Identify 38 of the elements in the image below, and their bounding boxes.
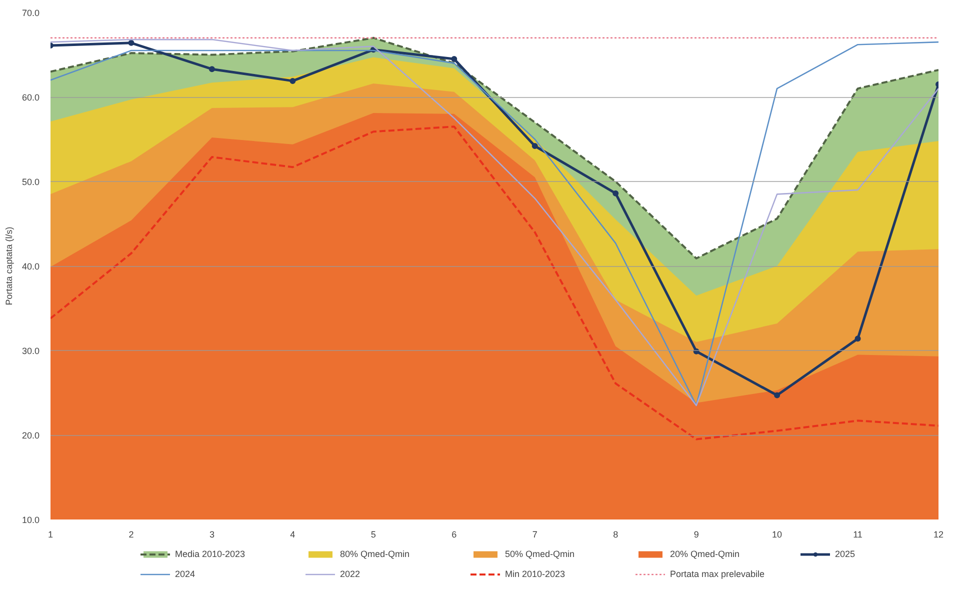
point [128,40,134,46]
x-tick-label: 8 [613,530,618,540]
legend-label: Min 2010-2023 [505,569,566,579]
legend-label: 2025 [835,549,856,559]
x-tick-label: 3 [209,530,214,540]
x-tick-label: 10 [772,530,782,540]
legend-label: Portata max prelevabile [670,569,766,579]
point [612,190,619,196]
y-tick-label: 40.0 [22,262,40,272]
y-tick-label: 30.0 [22,346,40,356]
y-axis-title: Portata captata (l/s) [4,226,14,306]
x-tick-label: 12 [933,530,944,540]
legend-label: 80% Qmed-Qmin [340,549,411,559]
x-tick-label: 7 [532,530,538,540]
x-tick-label: 2 [128,530,134,540]
point [208,66,215,72]
x-tick-label: 5 [370,530,376,540]
point [854,336,861,342]
x-tick-label: 9 [694,530,699,540]
point [290,78,296,84]
point [532,143,538,150]
legend-label: 2022 [340,569,362,579]
x-tick-label: 1 [48,530,54,540]
y-tick-label: 70.0 [22,8,40,18]
point [451,56,458,62]
x-tick-label: 6 [452,530,457,540]
y-tick-label: 50.0 [22,177,40,187]
legend-label: 50% Qmed-Qmin [505,549,576,559]
y-tick-label: 10.0 [22,515,40,525]
legend-label: Media 2010-2023 [175,549,246,559]
legend-label: 20% Qmed-Qmin [670,549,741,559]
point [774,392,780,398]
y-tick-label: 60.0 [22,92,40,102]
y-tick-label: 20.0 [22,430,40,440]
legend-label: 2024 [175,569,196,579]
x-tick-label: 4 [290,530,296,540]
line-series [50,126,938,440]
x-tick-label: 11 [853,530,862,540]
